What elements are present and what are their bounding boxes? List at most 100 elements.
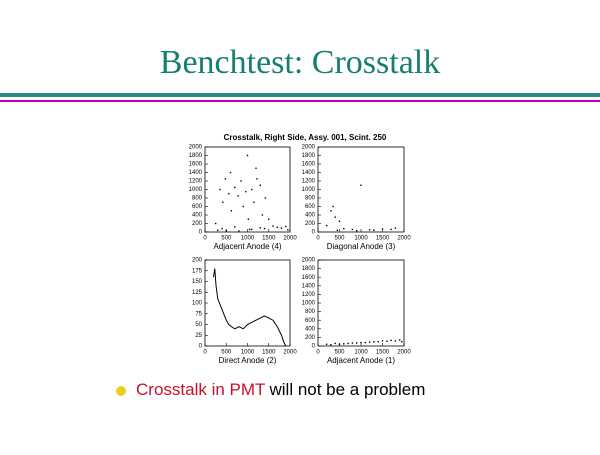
point xyxy=(330,344,332,346)
x-tick-label: 0 xyxy=(203,350,207,356)
y-tick-label: 150 xyxy=(192,279,203,285)
point xyxy=(256,178,258,180)
point xyxy=(351,342,354,344)
y-tick-label: 200 xyxy=(192,258,203,264)
point xyxy=(240,180,242,182)
point xyxy=(255,167,257,169)
x-tick-label: 2000 xyxy=(397,350,411,356)
point xyxy=(334,216,336,218)
y-tick-label: 25 xyxy=(195,333,202,339)
point xyxy=(394,227,397,229)
y-tick-label: 1600 xyxy=(189,162,203,168)
data-line xyxy=(213,268,287,347)
point xyxy=(238,230,240,232)
point xyxy=(325,343,328,345)
point xyxy=(325,224,328,227)
point xyxy=(373,229,375,231)
y-tick-label: 1800 xyxy=(302,266,316,272)
y-tick-label: 1000 xyxy=(302,187,316,193)
y-tick-label: 1800 xyxy=(302,153,316,159)
x-tick-label: 1500 xyxy=(376,350,390,356)
x-axis-label: Adjacent Anode (4) xyxy=(213,242,281,251)
point xyxy=(394,340,397,342)
point xyxy=(253,201,255,203)
point xyxy=(390,228,392,231)
y-tick-label: 0 xyxy=(199,230,203,236)
point xyxy=(334,342,336,345)
point xyxy=(229,171,232,174)
point xyxy=(336,229,339,231)
x-tick-label: 0 xyxy=(316,236,320,242)
slide-title: Benchtest: Crosstalk xyxy=(160,44,440,81)
point xyxy=(221,227,223,230)
point xyxy=(381,228,384,230)
x-tick-label: 1500 xyxy=(262,350,276,356)
point xyxy=(330,210,332,212)
y-tick-label: 200 xyxy=(305,335,316,341)
point xyxy=(377,341,379,343)
y-tick-label: 200 xyxy=(192,221,203,227)
y-tick-label: 1400 xyxy=(302,170,316,176)
point xyxy=(343,227,345,230)
point xyxy=(373,341,375,343)
point xyxy=(264,197,267,199)
y-tick-label: 1600 xyxy=(302,275,316,281)
plot-frame xyxy=(317,146,405,233)
y-tick-label: 1600 xyxy=(302,162,316,168)
x-axis-label: Adjacent Anode (1) xyxy=(327,356,395,365)
y-tick-label: 1800 xyxy=(189,153,203,159)
point xyxy=(214,222,217,225)
point xyxy=(287,229,289,231)
y-tick-label: 600 xyxy=(305,204,316,210)
point xyxy=(386,340,388,342)
bullet-dot xyxy=(116,386,126,396)
y-tick-label: 400 xyxy=(192,213,203,219)
plot-frame xyxy=(204,259,291,347)
y-tick-label: 0 xyxy=(312,344,316,350)
y-tick-label: 600 xyxy=(192,204,203,210)
y-tick-label: 2000 xyxy=(302,145,316,151)
y-tick-label: 800 xyxy=(305,309,316,315)
point xyxy=(234,186,236,189)
y-tick-label: 100 xyxy=(192,301,203,307)
x-tick-label: 1000 xyxy=(241,350,255,356)
point xyxy=(276,226,278,229)
y-tick-label: 1200 xyxy=(302,179,316,185)
y-tick-label: 0 xyxy=(312,230,316,236)
x-tick-label: 1500 xyxy=(262,236,276,242)
y-tick-label: 200 xyxy=(305,221,316,227)
y-tick-label: 800 xyxy=(305,196,316,202)
y-tick-label: 800 xyxy=(192,196,203,202)
plot-frame xyxy=(204,146,291,233)
x-axis-label: Diagonal Anode (3) xyxy=(327,242,396,251)
y-tick-label: 1200 xyxy=(189,179,203,185)
y-tick-label: 0 xyxy=(199,344,203,350)
point xyxy=(381,340,384,342)
bullet-text: Crosstalk in PMT will not be a problem xyxy=(136,380,425,399)
point xyxy=(360,184,362,186)
point xyxy=(225,230,227,232)
point xyxy=(338,343,341,345)
point xyxy=(247,218,250,220)
point xyxy=(261,214,264,216)
y-tick-label: 175 xyxy=(192,268,203,274)
x-tick-label: 1000 xyxy=(354,350,368,356)
x-tick-label: 0 xyxy=(316,350,320,356)
x-tick-label: 2000 xyxy=(283,236,297,242)
y-tick-label: 400 xyxy=(305,213,316,219)
x-tick-label: 500 xyxy=(221,350,232,356)
point xyxy=(280,227,283,229)
point xyxy=(368,341,371,343)
x-tick-label: 1000 xyxy=(354,236,368,242)
figure-title: Crosstalk, Right Side, Assy. 001, Scint.… xyxy=(224,133,387,142)
y-tick-label: 1000 xyxy=(189,187,203,193)
point xyxy=(234,226,236,228)
x-tick-label: 1000 xyxy=(241,236,255,242)
point xyxy=(248,228,251,231)
point xyxy=(285,225,287,228)
y-tick-label: 600 xyxy=(305,318,316,324)
point xyxy=(390,339,392,342)
point xyxy=(246,154,249,157)
point xyxy=(251,228,253,231)
point xyxy=(230,210,233,212)
